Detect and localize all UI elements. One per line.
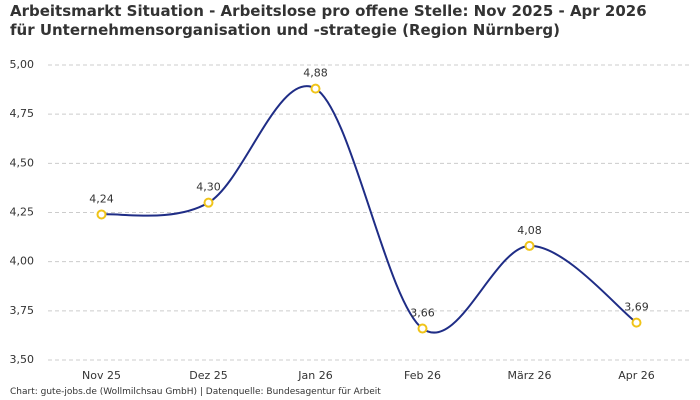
y-tick-label: 5,00 [10, 58, 35, 71]
point [96, 209, 107, 220]
point [203, 197, 214, 208]
x-tick-label: März 26 [507, 369, 551, 382]
point [524, 240, 535, 251]
point [417, 323, 428, 334]
chart-source: Chart: gute-jobs.de (Wollmilchsau GmbH) … [10, 387, 381, 397]
data-label: 4,08 [517, 224, 542, 237]
y-tick-label: 4,75 [10, 107, 35, 120]
x-tick-label: Jan 26 [297, 369, 332, 382]
y-tick-label: 4,25 [10, 206, 35, 219]
y-tick-label: 3,50 [10, 353, 35, 366]
data-label: 4,30 [196, 181, 221, 194]
chart-title: Arbeitsmarkt Situation - Arbeitslose pro… [10, 2, 647, 39]
data-label: 4,88 [303, 67, 328, 80]
x-tick-label: Nov 25 [82, 369, 121, 382]
x-tick-label: Feb 26 [404, 369, 441, 382]
point [310, 83, 321, 94]
data-label: 3,66 [410, 307, 435, 320]
x-tick-label: Dez 25 [189, 369, 228, 382]
y-tick-label: 4,00 [10, 255, 35, 268]
line [101, 85, 638, 334]
x-tick-label: Apr 26 [618, 369, 655, 382]
data-label: 4,24 [89, 192, 114, 205]
data-label: 3,69 [624, 301, 649, 314]
y-tick-label: 4,50 [10, 156, 35, 169]
point [631, 317, 642, 328]
y-tick-label: 3,75 [10, 304, 35, 317]
